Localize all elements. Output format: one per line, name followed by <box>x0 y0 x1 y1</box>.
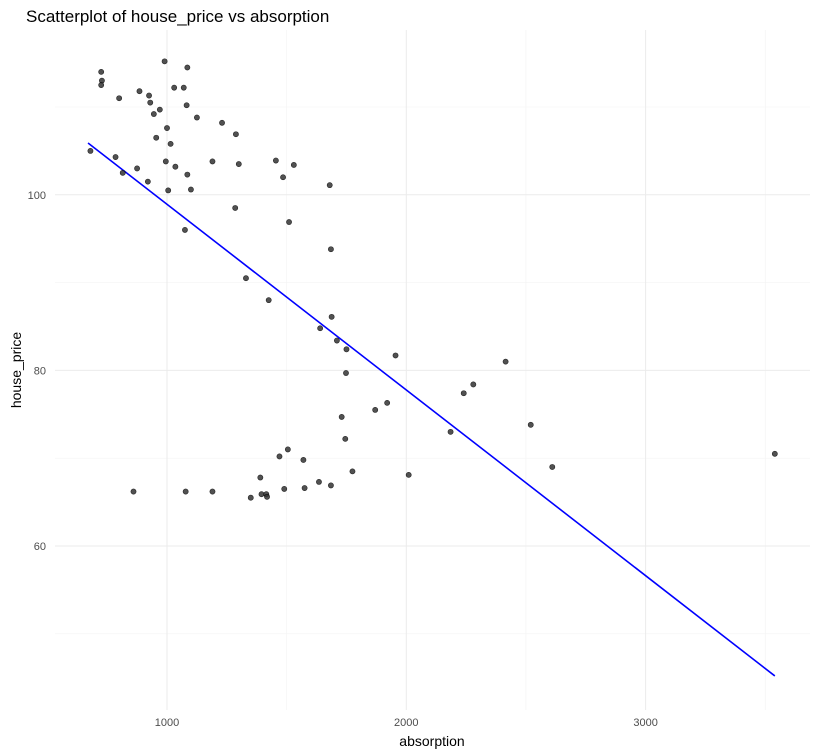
data-point <box>182 488 189 495</box>
data-point <box>343 346 350 353</box>
data-point <box>130 488 137 495</box>
data-point <box>180 84 187 91</box>
data-point <box>165 187 172 194</box>
data-point <box>342 435 349 442</box>
data-point <box>334 337 340 344</box>
data-point <box>162 158 169 165</box>
data-point <box>172 163 179 170</box>
data-point <box>301 485 308 491</box>
y-axis-title: house_price <box>8 332 24 408</box>
data-point <box>184 171 191 178</box>
data-point <box>258 491 265 498</box>
data-point <box>147 99 154 106</box>
data-point <box>232 205 239 211</box>
data-point <box>136 88 143 95</box>
data-point <box>209 158 216 165</box>
data-point <box>549 464 556 470</box>
data-point <box>153 134 160 141</box>
data-point <box>460 390 467 397</box>
grid-lines <box>55 30 810 710</box>
data-points <box>87 58 778 501</box>
data-point <box>284 446 291 453</box>
data-point <box>98 82 105 88</box>
data-point <box>328 246 334 253</box>
data-point <box>146 92 152 99</box>
data-point <box>98 68 105 75</box>
data-point <box>328 313 335 320</box>
data-point <box>219 119 225 126</box>
data-point <box>384 399 391 406</box>
data-point <box>87 147 94 154</box>
data-point <box>300 457 307 463</box>
data-point <box>286 219 292 225</box>
data-point <box>502 358 509 365</box>
data-point <box>343 370 349 376</box>
data-point <box>290 162 297 168</box>
data-point <box>184 64 191 71</box>
data-point <box>247 494 254 501</box>
data-point <box>119 169 126 176</box>
data-point <box>272 157 279 164</box>
chart-title: Scatterplot of house_price vs absorption <box>26 7 329 26</box>
data-point <box>771 450 778 457</box>
x-axis-ticks: 1000 2000 3000 <box>155 717 658 729</box>
data-point <box>328 482 334 489</box>
data-point <box>112 154 119 160</box>
data-point <box>116 95 123 102</box>
data-point <box>164 125 170 131</box>
data-point <box>161 58 168 65</box>
data-point <box>235 161 242 167</box>
data-point <box>194 114 200 121</box>
data-point <box>280 174 286 181</box>
data-point <box>372 407 379 413</box>
x-axis-title: absorption <box>399 733 464 749</box>
data-point <box>209 488 216 495</box>
data-point <box>150 111 157 117</box>
data-point <box>470 381 477 388</box>
data-point <box>392 352 399 359</box>
data-point <box>326 182 333 189</box>
data-point <box>265 297 272 304</box>
data-point <box>527 421 534 428</box>
data-point <box>316 479 322 485</box>
data-point <box>281 486 288 492</box>
y-axis-ticks: 60 80 100 <box>28 190 46 553</box>
data-point <box>233 131 239 138</box>
y-tick-label: 60 <box>34 541 46 553</box>
x-tick-label: 2000 <box>394 717 418 729</box>
data-point <box>243 275 249 282</box>
data-point <box>276 453 283 460</box>
data-point <box>182 227 188 233</box>
data-point <box>317 325 324 332</box>
data-point <box>338 414 345 420</box>
y-tick-label: 80 <box>34 365 46 377</box>
data-point <box>167 140 174 147</box>
data-point <box>171 84 178 91</box>
data-point <box>405 471 412 478</box>
data-point <box>134 165 140 172</box>
data-point <box>188 186 194 193</box>
x-tick-label: 3000 <box>633 717 657 729</box>
data-point <box>183 102 190 109</box>
regression-line-group <box>87 142 776 677</box>
data-point <box>257 474 264 481</box>
data-point <box>447 428 454 435</box>
y-tick-label: 100 <box>28 190 46 202</box>
regression-line <box>87 142 776 677</box>
x-tick-label: 1000 <box>155 717 179 729</box>
data-point <box>156 106 163 113</box>
data-point <box>144 178 151 185</box>
data-point <box>349 468 356 475</box>
data-point <box>264 493 270 500</box>
